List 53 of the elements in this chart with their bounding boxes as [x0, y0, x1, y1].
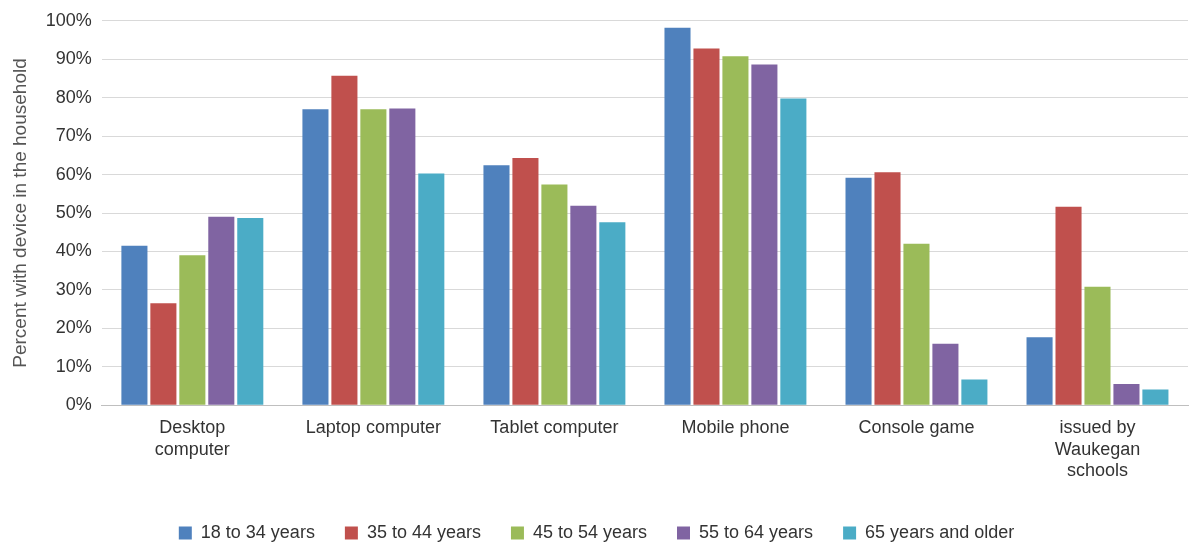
legend-label: 45 to 54 years — [532, 521, 648, 542]
bar — [570, 205, 597, 405]
y-tick-label: 100% — [45, 9, 92, 30]
bar — [360, 109, 387, 405]
legend-label: 35 to 44 years — [366, 521, 481, 542]
y-tick-label: 50% — [55, 201, 92, 222]
bar — [121, 245, 148, 405]
bar — [1142, 389, 1169, 405]
bar — [845, 177, 872, 405]
bar — [237, 218, 264, 405]
bar — [150, 303, 177, 405]
x-tick-label: Mobile phone — [681, 416, 790, 437]
bar — [1055, 206, 1082, 405]
y-tick-label: 60% — [55, 163, 92, 184]
bar — [1084, 286, 1111, 405]
y-tick-label: 90% — [55, 48, 92, 69]
bar — [1026, 337, 1053, 405]
bar — [874, 172, 901, 405]
bar — [179, 255, 206, 405]
bar — [932, 343, 959, 405]
bar — [693, 48, 720, 405]
x-tick-label: Tablet computer — [490, 416, 619, 437]
bar — [418, 173, 445, 405]
bar — [751, 64, 778, 405]
x-tick-label: Console game — [858, 416, 975, 437]
bar — [903, 243, 930, 405]
x-tick-label: Desktop computer — [154, 416, 230, 459]
y-tick-label: 80% — [55, 86, 92, 107]
bar — [483, 165, 510, 405]
bar — [512, 158, 539, 405]
bar — [1113, 384, 1140, 405]
y-tick-label: 10% — [55, 355, 92, 376]
y-tick-label: 70% — [55, 125, 92, 146]
bar — [302, 109, 329, 405]
bar — [722, 56, 749, 405]
bar — [208, 216, 235, 405]
bar — [599, 222, 626, 405]
x-tick-label: issued by Waukegan schools — [1054, 416, 1141, 481]
y-tick-label: 20% — [55, 317, 92, 338]
y-tick-label: 30% — [55, 278, 92, 299]
bar — [961, 379, 988, 405]
y-axis-title: Percent with device in the household — [8, 58, 30, 368]
legend-label: 55 to 64 years — [699, 521, 814, 542]
y-tick-label: 40% — [55, 240, 92, 261]
bar — [389, 108, 416, 405]
y-tick-label: 0% — [65, 394, 92, 415]
legend-label: 18 to 34 years — [200, 521, 315, 542]
bar — [664, 27, 691, 405]
bar — [541, 184, 568, 405]
bar — [780, 98, 807, 405]
bar — [331, 75, 358, 405]
legend-label: 65 years and older — [865, 521, 1015, 542]
x-tick-label: Laptop computer — [305, 416, 441, 437]
